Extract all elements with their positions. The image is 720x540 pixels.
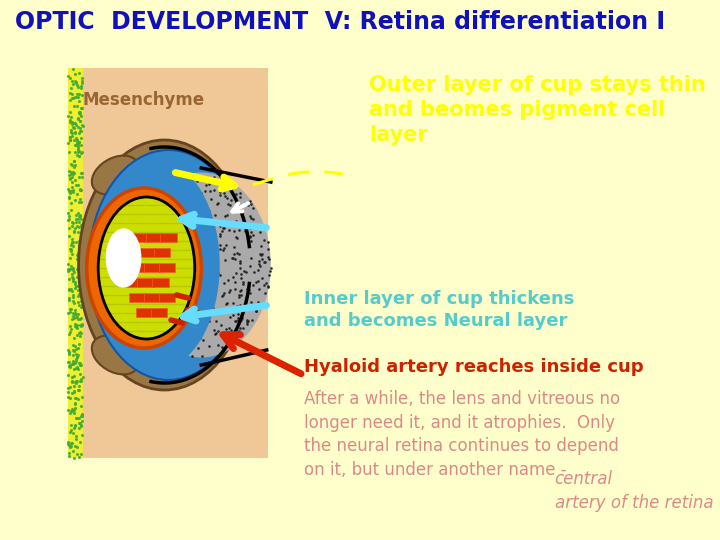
Text: Inner layer of cup thickens
and becomes Neural layer: Inner layer of cup thickens and becomes … [304,290,574,330]
Ellipse shape [89,150,248,380]
FancyBboxPatch shape [68,68,83,458]
FancyBboxPatch shape [122,278,139,287]
FancyBboxPatch shape [130,293,145,302]
FancyBboxPatch shape [161,233,176,242]
FancyBboxPatch shape [144,293,161,302]
Text: OPTIC  DEVELOPMENT  V: Retina differentiation I: OPTIC DEVELOPMENT V: Retina differentiat… [15,10,665,34]
FancyBboxPatch shape [144,263,161,272]
Ellipse shape [78,140,251,390]
FancyBboxPatch shape [125,248,140,257]
Ellipse shape [86,188,202,348]
FancyBboxPatch shape [136,308,152,317]
Ellipse shape [107,229,140,287]
FancyBboxPatch shape [68,68,269,458]
FancyBboxPatch shape [158,293,175,302]
Text: Outer layer of cup stays thin
and beomes pigment cell
layer: Outer layer of cup stays thin and beomes… [369,75,706,145]
FancyBboxPatch shape [138,278,154,287]
Ellipse shape [92,336,139,374]
Ellipse shape [92,156,139,194]
FancyBboxPatch shape [130,263,145,272]
FancyBboxPatch shape [158,263,175,272]
Ellipse shape [98,197,194,339]
Text: central
artery of the retina: central artery of the retina [554,470,714,511]
Text: Mesenchyme: Mesenchyme [83,91,205,109]
FancyBboxPatch shape [145,233,162,242]
Ellipse shape [93,160,220,370]
FancyBboxPatch shape [154,248,170,257]
FancyBboxPatch shape [139,248,156,257]
Text: Hyaloid artery reaches inside cup: Hyaloid artery reaches inside cup [304,358,643,376]
FancyBboxPatch shape [150,308,167,317]
FancyBboxPatch shape [152,278,168,287]
Text: After a while, the lens and vitreous no
longer need it, and it atrophies.  Only
: After a while, the lens and vitreous no … [304,390,620,479]
Ellipse shape [132,172,271,357]
FancyBboxPatch shape [131,233,148,242]
